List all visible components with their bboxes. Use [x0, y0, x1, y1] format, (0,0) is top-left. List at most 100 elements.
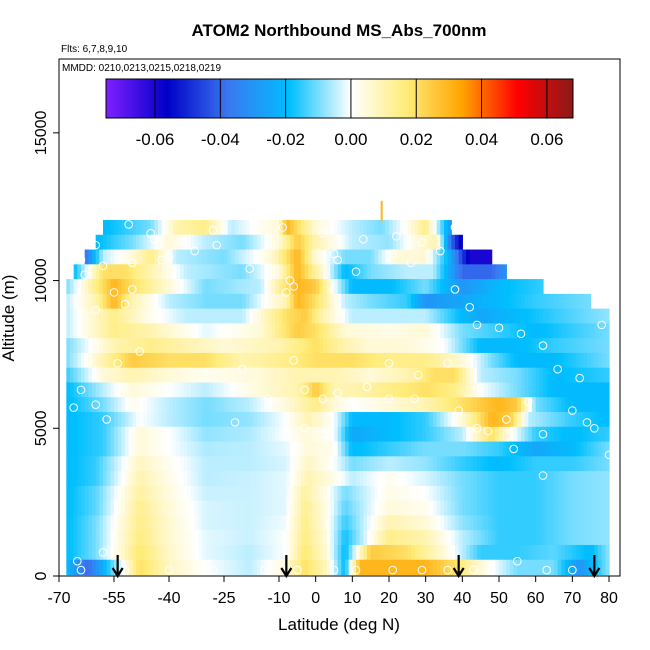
heatmap-cell [297, 544, 302, 561]
heatmap-cell [271, 485, 276, 502]
heatmap-cell [238, 264, 243, 280]
heatmap-cell [414, 515, 419, 531]
heatmap-cell [154, 456, 159, 472]
heatmap-cell [484, 367, 489, 384]
heatmap-cell [557, 308, 562, 325]
heatmap-cell [106, 323, 111, 339]
heatmap-cell [161, 559, 166, 576]
heatmap-cell [121, 249, 126, 265]
heatmap-cell [385, 382, 390, 398]
colorbar-tick-label: -0.04 [201, 130, 240, 149]
heatmap-cell [539, 308, 544, 325]
heatmap-cell [293, 279, 298, 295]
heatmap-cell [418, 367, 423, 384]
heatmap-cell [411, 293, 416, 310]
heatmap-cell [572, 338, 577, 354]
colorbar-segment [162, 79, 165, 118]
heatmap-cell [444, 515, 449, 531]
heatmap-cell [103, 352, 108, 369]
colorbar-segment [409, 79, 412, 118]
colorbar-segment [152, 79, 156, 118]
colorbar-segment [460, 79, 463, 118]
heatmap-cell [385, 264, 390, 280]
heatmap-cell [458, 456, 463, 472]
heatmap-cell [407, 279, 412, 295]
heatmap-cell [66, 471, 71, 487]
heatmap-cell [451, 559, 456, 576]
heatmap-cell [396, 220, 401, 236]
heatmap-cell [561, 471, 566, 487]
heatmap-cell [550, 441, 555, 457]
colorbar-segment [547, 79, 551, 118]
heatmap-cell [385, 279, 390, 295]
heatmap-cell [81, 264, 86, 280]
heatmap-cell [73, 323, 78, 339]
heatmap-cell [304, 382, 309, 398]
heatmap-cell [103, 544, 108, 561]
heatmap-cell [187, 441, 192, 457]
heatmap-cell [429, 352, 434, 369]
sample-point [575, 373, 584, 383]
heatmap-cell [165, 367, 170, 384]
colorbar-segment [333, 79, 337, 118]
colorbar-segment [358, 79, 362, 118]
heatmap-cell [154, 382, 159, 398]
heatmap-cell [389, 471, 394, 487]
heatmap-cell [227, 234, 232, 251]
heatmap-cell [517, 397, 522, 413]
heatmap-cell [521, 456, 526, 472]
heatmap-cell [473, 323, 478, 339]
heatmap-cell [275, 367, 280, 384]
heatmap-cell [99, 471, 104, 487]
heatmap-cell [579, 367, 584, 384]
heatmap-cell [213, 500, 218, 517]
heatmap-cell [532, 500, 537, 517]
colorbar-segment [405, 79, 409, 118]
heatmap-cell [121, 485, 126, 502]
colorbar-segment [425, 79, 428, 118]
heatmap-cell [348, 352, 353, 369]
heatmap-cell [286, 559, 291, 576]
heatmap-cell [455, 485, 460, 502]
heatmap-cell [187, 367, 192, 384]
heatmap-cell [315, 220, 320, 236]
heatmap-cell [117, 352, 122, 369]
heatmap-cell [557, 323, 562, 339]
heatmap-cell [216, 367, 221, 384]
heatmap-cell [535, 500, 540, 517]
heatmap-cell [139, 279, 144, 295]
heatmap-cell [418, 264, 423, 280]
heatmap-cell [114, 426, 119, 443]
heatmap-cell [169, 382, 174, 398]
heatmap-cell [532, 544, 537, 561]
heatmap-cell [389, 530, 394, 546]
heatmap-cell [491, 412, 496, 428]
heatmap-cell [484, 559, 489, 576]
heatmap-cell [301, 308, 306, 325]
heatmap-cell [136, 323, 141, 339]
heatmap-cell [535, 293, 540, 310]
heatmap-cell [293, 441, 298, 457]
heatmap-cell [561, 456, 566, 472]
heatmap-cell [337, 220, 342, 236]
heatmap-cell [587, 441, 592, 457]
heatmap-cell [125, 456, 130, 472]
heatmap-cell [165, 515, 170, 531]
heatmap-cell [158, 544, 163, 561]
heatmap-cell [235, 323, 240, 339]
heatmap-cell [279, 308, 284, 325]
heatmap-cell [554, 382, 559, 398]
heatmap-cell [466, 500, 471, 517]
heatmap-cell [425, 308, 430, 325]
heatmap-cell [590, 441, 595, 457]
heatmap-cell [363, 352, 368, 369]
heatmap-cell [576, 530, 581, 546]
heatmap-cell [84, 530, 89, 546]
heatmap-cell [205, 500, 210, 517]
heatmap-cell [249, 323, 254, 339]
heatmap-cell [308, 338, 313, 354]
heatmap-cell [114, 544, 119, 561]
heatmap-cell [260, 279, 265, 295]
heatmap-cell [319, 500, 324, 517]
heatmap-cell [121, 397, 126, 413]
